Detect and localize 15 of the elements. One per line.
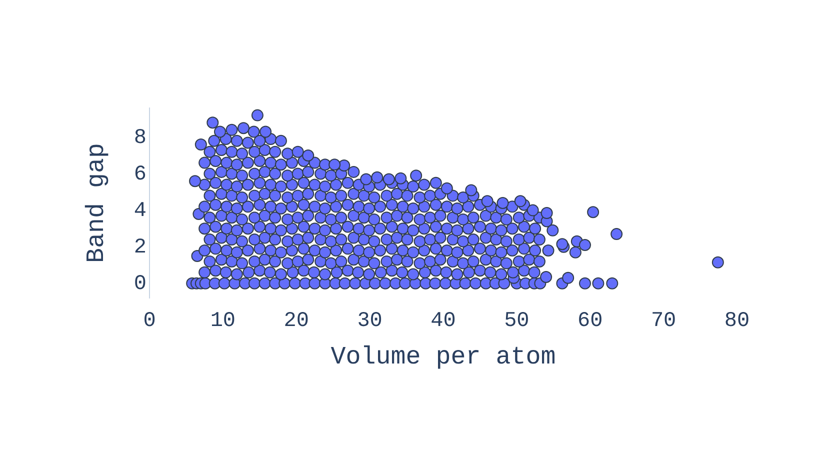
x-axis-title: Volume per atom: [330, 342, 556, 372]
y-tick-label: 0: [134, 272, 146, 296]
x-tick-label: 80: [724, 310, 750, 334]
x-tick-label: 50: [504, 310, 530, 334]
y-tick-label: 2: [134, 236, 146, 260]
x-tick-label: 60: [578, 310, 603, 334]
y-axis-title: Band gap: [82, 142, 112, 264]
x-tick-label: 30: [357, 310, 382, 334]
y-tick-label: 8: [134, 126, 146, 150]
x-tick-label: 40: [430, 310, 456, 334]
x-tick-label: 10: [210, 310, 236, 334]
x-tick-label: 70: [650, 310, 676, 334]
y-tick-label: 4: [134, 200, 146, 223]
x-tick-label: 20: [284, 310, 309, 334]
y-tick-label: 6: [134, 163, 146, 186]
